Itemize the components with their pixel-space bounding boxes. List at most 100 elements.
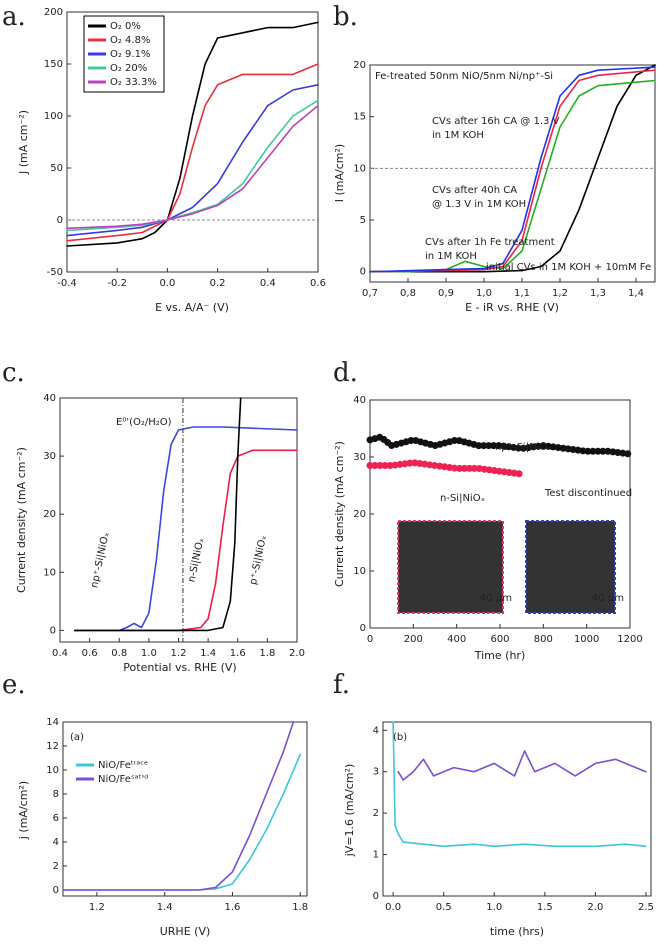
x-tick-label: 1.2 xyxy=(171,648,187,659)
x-tick-label: 1,0 xyxy=(476,288,492,299)
plot-frame xyxy=(369,64,656,283)
y-tick-label: 2 xyxy=(373,808,379,819)
x-tick-label: 0 xyxy=(367,634,373,645)
y-tick-label: 200 xyxy=(44,7,63,18)
y-tick-label: 20 xyxy=(353,60,366,71)
y-tick-label: 0 xyxy=(50,625,56,636)
data-line xyxy=(66,99,319,232)
annotation: in 1M KOH xyxy=(432,130,484,141)
x-tick-label: -0.4 xyxy=(57,278,77,289)
annotation: (a) xyxy=(70,732,84,743)
x-tick-label: 0.4 xyxy=(260,278,276,289)
y-tick-label: 20 xyxy=(43,509,56,520)
x-tick-label: 200 xyxy=(404,634,423,645)
x-tick-label: 2.0 xyxy=(289,648,305,659)
x-axis-label: E - iR vs. RHE (V) xyxy=(465,301,559,314)
data-line xyxy=(66,21,319,247)
y-axis-label: Current density (mA cm⁻²) xyxy=(15,447,28,593)
annotation: p⁺-Si|NiOₓ xyxy=(248,534,269,586)
annotation: in 1M KOH xyxy=(425,251,477,262)
x-tick-label: 1,4 xyxy=(628,288,644,299)
x-tick-label: 2.5 xyxy=(638,902,654,913)
x-tick-label: 1,3 xyxy=(590,288,606,299)
x-tick-label: 0.2 xyxy=(210,278,226,289)
y-axis-label: I (mA/cm²) xyxy=(333,144,346,202)
legend-label: O₂ 20% xyxy=(110,63,147,74)
y-tick-label: 40 xyxy=(353,395,366,406)
plot-frame xyxy=(66,11,319,273)
x-tick-label: 0.5 xyxy=(436,902,452,913)
y-tick-label: 0 xyxy=(53,885,59,896)
legend-label: O₂ 0% xyxy=(110,21,141,32)
data-line xyxy=(66,84,319,237)
panel-label: f. xyxy=(333,670,350,700)
y-tick-label: 150 xyxy=(44,59,63,70)
x-tick-label: 0.0 xyxy=(385,902,401,913)
data-line xyxy=(74,397,242,632)
annotation: initial CVs in 1M KOH + 10mM Fe xyxy=(486,262,651,273)
x-tick-label: 1.4 xyxy=(200,648,216,659)
y-tick-label: 6 xyxy=(53,813,59,824)
annotation: np⁺-Si|NiOₓ xyxy=(89,531,112,589)
x-tick-label: 600 xyxy=(490,634,509,645)
y-tick-label: -50 xyxy=(47,267,63,278)
data-line xyxy=(74,426,298,632)
x-axis-label: URHE (V) xyxy=(160,925,211,938)
data-line xyxy=(62,721,295,891)
x-tick-label: 0.8 xyxy=(111,648,127,659)
y-tick-label: 1 xyxy=(373,850,379,861)
y-tick-label: 10 xyxy=(353,566,366,577)
x-tick-label: 1.8 xyxy=(292,902,308,913)
y-axis-label: Current density (mA cm⁻²) xyxy=(333,441,346,587)
annotation: 40 µm xyxy=(480,593,512,604)
y-tick-label: 15 xyxy=(353,112,366,123)
y-tick-label: 20 xyxy=(353,509,366,520)
y-tick-label: 8 xyxy=(53,789,59,800)
panel-label: c. xyxy=(2,358,25,388)
x-tick-label: -0.2 xyxy=(107,278,127,289)
x-tick-label: 0,7 xyxy=(362,288,378,299)
x-tick-label: 0.4 xyxy=(52,648,68,659)
x-tick-label: 1,1 xyxy=(514,288,530,299)
data-line xyxy=(369,66,656,273)
x-axis-label: Time (hr) xyxy=(474,649,526,662)
plot-frame xyxy=(382,721,652,897)
annotation: (b) xyxy=(393,732,407,743)
x-tick-label: 2.0 xyxy=(587,902,603,913)
annotation: Test discontinued xyxy=(544,488,632,499)
x-tick-label: 0.0 xyxy=(159,278,175,289)
x-tick-label: 0.6 xyxy=(310,278,326,289)
y-tick-label: 10 xyxy=(43,567,56,578)
data-line xyxy=(369,69,656,273)
x-tick-label: 0,8 xyxy=(400,288,416,299)
data-line xyxy=(66,104,319,230)
data-line xyxy=(66,63,319,242)
annotation: Fe-treated 50nm NiO/5nm Ni/np⁺-Si xyxy=(375,71,553,82)
x-tick-label: 1.6 xyxy=(224,902,240,913)
legend-label: O₂ 33.3% xyxy=(110,77,157,88)
x-axis-label: time (hrs) xyxy=(490,925,544,938)
data-line xyxy=(369,64,656,273)
y-tick-label: 0 xyxy=(360,623,366,634)
annotation: E⁰'(O₂/H₂O) xyxy=(116,417,172,428)
x-tick-label: 1,2 xyxy=(552,288,568,299)
y-tick-label: 5 xyxy=(360,215,366,226)
data-line xyxy=(74,449,298,632)
y-tick-label: 100 xyxy=(44,111,63,122)
data-line xyxy=(397,750,647,781)
x-tick-label: 1.8 xyxy=(259,648,275,659)
x-tick-label: 400 xyxy=(447,634,466,645)
y-tick-label: 0 xyxy=(57,215,63,226)
legend-label: O₂ 9.1% xyxy=(110,49,150,60)
sem-inset xyxy=(397,520,504,614)
annotation: 40 µm xyxy=(592,593,624,604)
annotation: CVs after 40h CA xyxy=(432,185,517,196)
panel-label: a. xyxy=(2,2,26,32)
x-tick-label: 1.0 xyxy=(486,902,502,913)
x-tick-label: 1.4 xyxy=(157,902,173,913)
x-axis-label: E vs. A/A⁻ (V) xyxy=(155,301,229,314)
y-tick-label: 40 xyxy=(43,393,56,404)
legend-box xyxy=(83,15,165,93)
x-tick-label: 1.6 xyxy=(230,648,246,659)
data-line xyxy=(366,459,526,478)
